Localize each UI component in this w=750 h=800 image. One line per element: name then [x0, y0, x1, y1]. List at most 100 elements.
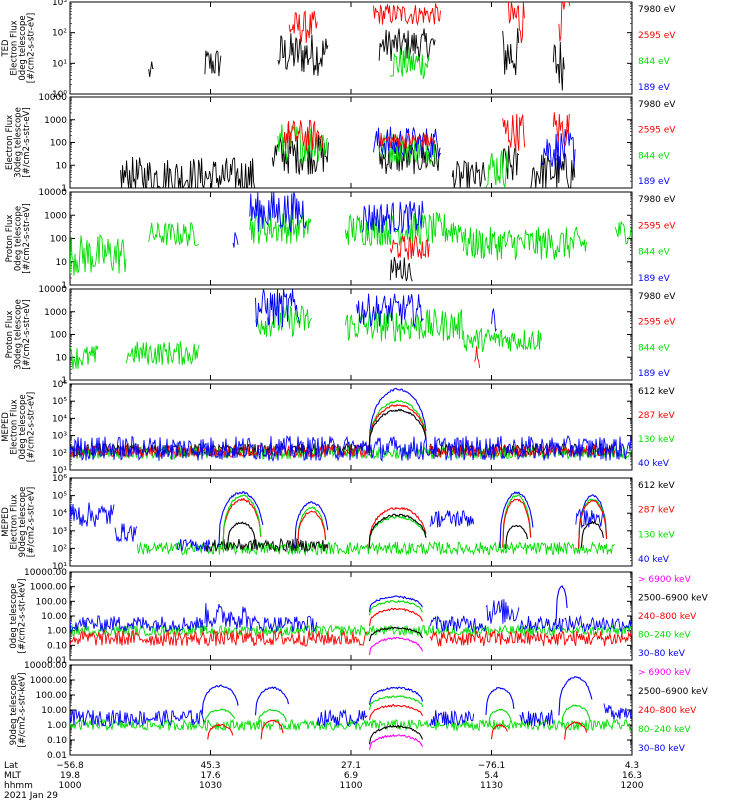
data-series-arc [578, 498, 608, 549]
y-tick-label: 1000 [44, 308, 67, 318]
data-series-line [204, 537, 329, 553]
lat-tick-label: 27.1 [341, 761, 361, 771]
data-series-line [541, 128, 576, 171]
legend-entry: 2595 eV [638, 221, 676, 231]
data-series-line [148, 61, 154, 77]
y-tick-label: 1000 [44, 116, 67, 126]
panel-7: 0.01 0.10 1.00 10.00 100.00 1000.00 10000.00 0d… [9, 568, 709, 666]
legend-entry: 189 eV [638, 83, 671, 93]
data-series-line [502, 113, 526, 153]
legend-entry: 612 keV [638, 481, 675, 491]
y-axis-label: TED [1, 39, 11, 58]
data-series-line [255, 289, 300, 328]
legend-entry: 7980 eV [638, 195, 676, 205]
y-tick-label: 100 [50, 139, 67, 149]
data-series-line [70, 233, 127, 276]
mlt-tick-label: 5.4 [484, 771, 499, 781]
data-series-arc [564, 721, 588, 740]
data-series-line [530, 152, 576, 188]
data-series-arc [204, 708, 236, 725]
data-layer [70, 491, 615, 557]
plot-frame [69, 288, 633, 381]
legend-entry: 844 eV [638, 248, 671, 258]
date-label: 2021 Jan 29 [4, 791, 58, 800]
data-series-arc [294, 501, 329, 549]
y-tick-label: 10⁴ [52, 509, 67, 519]
y-axis-label: 90deg telescope [9, 675, 19, 746]
hhmm-tick-label: 1200 [621, 781, 644, 791]
legend-entry: 189 eV [638, 177, 671, 187]
y-tick-label: 10³ [52, 432, 67, 442]
data-series-arc [505, 524, 529, 549]
data-series-line [70, 629, 368, 647]
legend-entry: 130 keV [638, 435, 675, 445]
y-tick-label: 100.00 [36, 597, 68, 607]
data-series-arc [368, 733, 423, 750]
legend-entry: 189 eV [638, 274, 671, 284]
data-series-arc [368, 695, 424, 710]
data-series-arc [485, 687, 515, 715]
lat-tick-label: 4.3 [625, 761, 639, 771]
data-series-line [575, 508, 605, 529]
data-series-line [271, 134, 329, 175]
y-tick-label: 10000 [38, 188, 67, 198]
data-series-arc [368, 607, 424, 627]
data-series-line [429, 615, 487, 633]
y-tick-label: 10 [56, 161, 68, 171]
plot-frame [69, 1, 633, 95]
y-tick-label: 1000 [44, 211, 67, 221]
data-series-line [70, 709, 205, 727]
data-series-line [344, 309, 464, 342]
data-series-arc [578, 499, 608, 549]
data-layer [70, 192, 632, 282]
data-series-line [70, 615, 205, 633]
data-series-line [70, 502, 115, 527]
y-tick-label: 10⁵ [52, 492, 67, 502]
legend-entry: 2595 eV [638, 31, 676, 41]
plot-frame [69, 664, 633, 756]
data-series-line [361, 200, 424, 234]
y-tick-label: 1000.00 [30, 676, 67, 686]
hhmm-tick-label: 1030 [199, 781, 222, 791]
y-axis-label: [#/cm2-s-str-eV] [22, 107, 32, 177]
y-tick-label: 10³ [52, 0, 67, 8]
data-series-line [136, 540, 615, 557]
y-axis-label: 0deg telescope [14, 206, 24, 271]
hhmm-tick-label: 1130 [480, 781, 503, 791]
legend-entry: 2500–6900 keV [638, 594, 709, 604]
data-series-arc [368, 515, 427, 548]
data-series-arc [555, 585, 568, 621]
data-series-arc [558, 676, 593, 716]
data-series-arc [368, 408, 427, 454]
lat-tick-label: −76.1 [478, 761, 506, 771]
y-tick-label: 10000.00 [24, 568, 67, 578]
data-series-line [507, 2, 525, 43]
y-tick-label: 10000 [38, 285, 67, 295]
legend-entry: > 6900 keV [638, 668, 692, 678]
lat-tick-label: 45.3 [200, 761, 220, 771]
data-series-line [558, 2, 571, 42]
legend-entry: 189 eV [638, 369, 671, 379]
data-series-arc [488, 708, 512, 726]
y-tick-label: 10 [56, 353, 68, 363]
data-series-arc [561, 704, 591, 726]
data-series-line [148, 222, 200, 247]
data-series-line [502, 145, 520, 181]
y-axis-label: MEPED [1, 507, 11, 537]
data-series-line [474, 346, 481, 368]
data-series-line [249, 192, 307, 233]
y-tick-label: 10000.00 [24, 661, 67, 671]
data-series-arc [368, 626, 423, 642]
legend-entry: 40 keV [638, 555, 670, 565]
y-tick-label: 10.00 [41, 706, 67, 716]
data-series-arc [207, 723, 234, 740]
data-series-arc [257, 708, 287, 725]
data-series-line [70, 623, 632, 638]
y-axis-label: [#/cm2-s-str-eV] [27, 13, 37, 83]
